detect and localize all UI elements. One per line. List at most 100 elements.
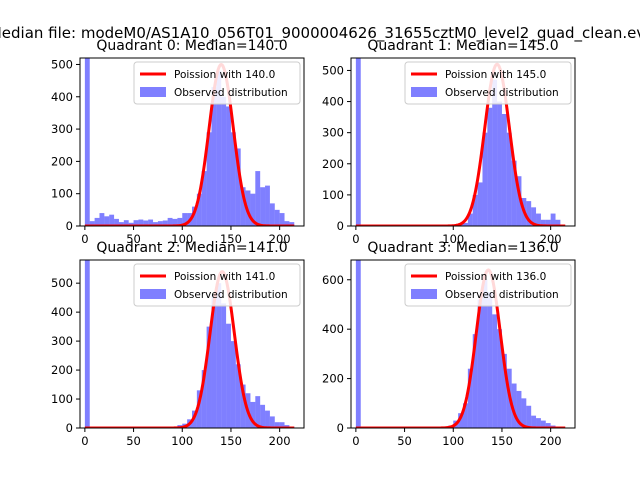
histogram-bar — [167, 217, 173, 226]
x-tick-label: 100 — [442, 232, 464, 246]
histogram-bar — [269, 416, 275, 428]
subplot-title: Quadrant 3: Median=136.0 — [367, 240, 558, 256]
histogram-bar — [501, 114, 507, 226]
histogram-bar — [531, 415, 537, 428]
histogram-bar — [148, 219, 154, 226]
histogram-bar — [201, 370, 207, 428]
histogram-bar — [104, 216, 110, 226]
legend-hist-swatch — [411, 289, 437, 299]
legend-box — [404, 61, 572, 105]
histogram-bar — [230, 132, 236, 226]
histogram-bar — [221, 96, 227, 226]
histogram-bar — [511, 383, 517, 428]
histogram-bar — [279, 213, 285, 226]
legend-hist-label: Observed distribution — [445, 289, 559, 301]
histogram-bar — [230, 341, 236, 428]
axes-frame — [350, 57, 576, 227]
legend: Poission with 141.0 Observed distribution — [133, 263, 301, 307]
histogram-bar — [497, 329, 502, 428]
y-tick-label: 200 — [322, 157, 344, 171]
x-tick-label: 150 — [491, 434, 513, 448]
legend-curve-label: Poission with 141.0 — [174, 271, 275, 283]
histogram-bar — [226, 106, 231, 226]
y-tick-label: 400 — [51, 305, 73, 319]
y-tick-label: 300 — [51, 122, 73, 136]
y-tick-label: 400 — [322, 95, 344, 109]
legend-hist-swatch — [140, 289, 166, 299]
legend-hist-label: Observed distribution — [174, 87, 288, 99]
x-tick-label: 0 — [352, 232, 359, 246]
x-tick-label: 100 — [171, 232, 193, 246]
histogram-bar — [492, 79, 498, 226]
legend: Poission with 145.0 Observed distribution — [404, 61, 572, 105]
y-tick-label: 100 — [322, 188, 344, 202]
histogram-bar — [89, 221, 95, 226]
x-tick-label: 0 — [81, 232, 88, 246]
histogram-bar — [526, 405, 532, 428]
legend-hist-label: Observed distribution — [445, 87, 559, 99]
histogram-bar — [521, 398, 527, 428]
histogram-bar — [260, 187, 266, 226]
histogram-bar — [472, 334, 478, 428]
histogram-bar — [182, 213, 188, 226]
histogram-bar — [463, 222, 468, 226]
legend-curve-label: Poission with 140.0 — [174, 69, 275, 81]
legend-curve-label: Poission with 145.0 — [445, 69, 546, 81]
histogram-bar — [289, 222, 295, 226]
x-tick-label: 0 — [352, 434, 359, 448]
histogram-bar — [555, 219, 561, 226]
histogram-bar — [138, 219, 144, 226]
y-tick-label: 400 — [51, 90, 73, 104]
histogram-bar — [260, 404, 266, 428]
histogram-bar — [123, 220, 129, 226]
plot-area — [84, 58, 295, 226]
histogram-bar — [201, 171, 207, 226]
histogram-bar — [536, 213, 541, 226]
histogram-bar — [153, 222, 158, 226]
histogram-bar — [211, 87, 217, 226]
histogram-bar — [221, 303, 227, 428]
subplot-3: 0 50 100 150 200 0 200 400 600 Quadrant 3: Median… — [322, 240, 576, 448]
histogram-bar — [516, 176, 522, 226]
histogram-bar — [162, 220, 168, 226]
histogram-bar — [172, 218, 178, 226]
y-tick-label: 0 — [66, 219, 73, 233]
y-tick-label: 100 — [51, 392, 73, 406]
plot-area — [355, 58, 566, 226]
subplot-title: Quadrant 2: Median=141.0 — [96, 240, 287, 256]
histogram-bar — [511, 160, 517, 226]
histogram-bar — [492, 314, 498, 428]
histogram-bar — [235, 364, 241, 428]
histogram-bar — [84, 260, 90, 428]
histogram-bar — [265, 185, 270, 226]
histogram-bar — [177, 217, 183, 226]
axes-frame — [79, 57, 305, 227]
histogram-bar — [274, 209, 280, 226]
histogram-bar — [226, 323, 231, 428]
y-tick-label: 300 — [322, 126, 344, 140]
histogram-bar — [128, 222, 134, 226]
x-tick-label: 100 — [171, 434, 193, 448]
histogram-bar — [235, 148, 241, 226]
x-tick-label: 50 — [397, 434, 412, 448]
histogram-bar — [274, 422, 280, 428]
histogram-bar — [240, 384, 246, 428]
y-tick-label: 0 — [337, 219, 344, 233]
histogram-bar — [133, 220, 139, 226]
y-tick-label: 500 — [51, 57, 73, 71]
histogram-bar — [99, 213, 105, 226]
y-tick-label: 200 — [51, 154, 73, 168]
histogram-bar — [284, 221, 290, 226]
histogram-bar — [482, 132, 488, 226]
histogram-bar — [269, 203, 275, 226]
y-tick-label: 600 — [322, 273, 344, 287]
y-tick-label: 500 — [322, 63, 344, 77]
legend-curve-label: Poission with 136.0 — [445, 271, 546, 283]
histogram-bar — [255, 396, 261, 428]
histogram-bar — [196, 193, 202, 226]
histogram-bar — [526, 201, 532, 226]
histogram-bar — [540, 420, 546, 428]
histogram-bar — [143, 220, 149, 226]
histogram-bar — [467, 368, 473, 428]
